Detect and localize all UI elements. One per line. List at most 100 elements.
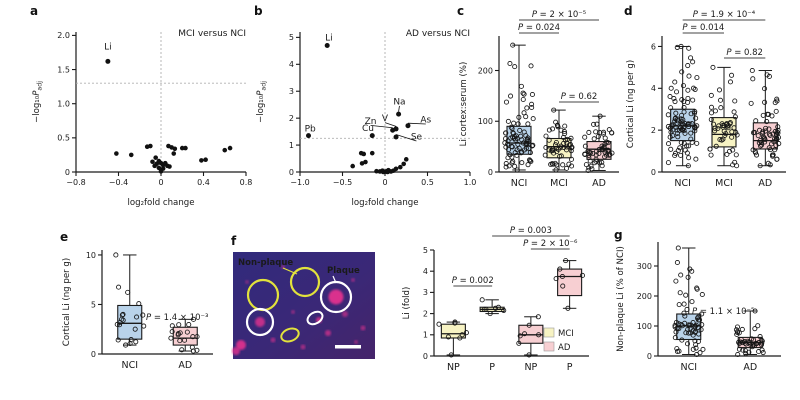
svg-text:1.0: 1.0 xyxy=(464,178,477,187)
scatter-points: Li xyxy=(104,42,233,174)
svg-text:0.4: 0.4 xyxy=(197,178,210,187)
legend-swatch-MCI xyxy=(543,327,555,338)
svg-text:1: 1 xyxy=(289,141,294,150)
tissue-background xyxy=(233,252,375,359)
svg-text:300: 300 xyxy=(637,262,652,271)
plot-title: AD versus NCI xyxy=(406,29,470,39)
svg-text:10: 10 xyxy=(86,251,96,260)
axes: 0 100 200 xyxy=(478,36,619,177)
svg-text:4: 4 xyxy=(651,84,656,93)
element-label-Se: Se xyxy=(411,132,423,142)
category-label: NCI xyxy=(121,360,138,371)
axes: 0 5 10 xyxy=(86,250,213,359)
svg-text:0: 0 xyxy=(289,168,294,177)
svg-text:4: 4 xyxy=(423,267,428,276)
nonplaque-leader-line xyxy=(282,267,298,275)
category-label: AD xyxy=(758,178,772,189)
box-group-P: P xyxy=(553,258,585,373)
svg-text:0: 0 xyxy=(651,168,656,177)
y-axis-label: −log₁₀Padj xyxy=(32,81,43,123)
boxplot-cortical-li-validation: 0 5 10 Cortical Li (ng per g) NCI AD P = 1.4 ×… xyxy=(62,250,213,371)
panel-label-e: e xyxy=(60,230,69,244)
svg-text:P = 0.014: P = 0.014 xyxy=(682,23,724,33)
svg-text:5: 5 xyxy=(423,246,428,255)
plaque-leader-line xyxy=(332,275,337,284)
svg-text:4: 4 xyxy=(289,60,294,69)
svg-text:0: 0 xyxy=(488,168,493,177)
element-label-Cu: Cu xyxy=(362,124,374,134)
element-label-Na: Na xyxy=(393,97,405,107)
category-label: P xyxy=(567,362,573,373)
y-axis-label: Li cortex:serum (%) xyxy=(459,62,469,147)
legend-label-AD: AD xyxy=(558,343,571,353)
category-label: MCI xyxy=(550,178,568,189)
microscopy-image: Non-plaque Plaque xyxy=(232,252,375,359)
svg-text:P = 0.002: P = 0.002 xyxy=(452,276,494,286)
plot-title: MCI versus NCI xyxy=(178,29,246,39)
box-group-NCI: NCI xyxy=(665,43,700,189)
svg-text:P = 1.4 × 10⁻³: P = 1.4 × 10⁻³ xyxy=(146,313,208,323)
boxplot-nonplaque-li: 0 100 200 300 Non-plaque Li (% of NCI) NCI AD P… xyxy=(616,242,781,373)
volcano-plot-mci-vs-nci: −0.8 −0.4 0 0.4 0.8 0 0.5 1.0 1.5 2.0 MCI versus N… xyxy=(32,29,252,208)
svg-text:P = 1.9 × 10⁻⁴: P = 1.9 × 10⁻⁴ xyxy=(693,10,756,20)
roi-circles xyxy=(245,266,353,343)
nonplaque-label: Non-plaque xyxy=(238,258,293,268)
svg-text:3: 3 xyxy=(423,288,428,297)
element-point-Li xyxy=(105,58,111,64)
svg-text:100: 100 xyxy=(637,322,652,331)
svg-text:P = 0.62: P = 0.62 xyxy=(561,92,598,102)
panel-label-d: d xyxy=(624,4,633,18)
box xyxy=(557,268,583,297)
panel-label-g: g xyxy=(614,228,623,242)
panel-label-c: c xyxy=(457,4,465,18)
svg-text:5: 5 xyxy=(289,33,294,42)
svg-text:1.5: 1.5 xyxy=(57,65,70,74)
category-label: AD xyxy=(592,178,606,189)
panel-label-b: b xyxy=(254,4,263,18)
element-label-V: V xyxy=(382,114,389,124)
plaque-label: Plaque xyxy=(327,266,360,276)
axes: −1.0 −0.5 0 0.5 1.0 0 1 2 3 4 5 xyxy=(289,32,476,187)
svg-text:0: 0 xyxy=(382,178,387,187)
x-axis-label: log₂fold change xyxy=(127,198,194,208)
box-group-NCI: NCI xyxy=(672,245,706,373)
scale-bar xyxy=(335,345,361,349)
volcano-plot-ad-vs-nci: −1.0 −0.5 0 0.5 1.0 0 1 2 3 4 5 AD versus NCI log₂fo… xyxy=(256,29,476,208)
svg-text:200: 200 xyxy=(637,292,652,301)
y-axis-label: −log₁₀Padj xyxy=(256,81,267,123)
box-group-AD: AD xyxy=(582,113,615,189)
element-point-V xyxy=(393,126,399,132)
svg-text:0: 0 xyxy=(158,178,163,187)
svg-text:5: 5 xyxy=(91,300,96,309)
category-label: NCI xyxy=(680,362,697,373)
element-label-Pb: Pb xyxy=(305,124,316,134)
element-label-Li: Li xyxy=(325,33,333,43)
category-label: AD xyxy=(178,360,192,371)
legend-label-MCI: MCI xyxy=(558,329,574,339)
box xyxy=(117,304,143,340)
svg-text:P = 2 × 10⁻⁶: P = 2 × 10⁻⁶ xyxy=(523,239,578,249)
axes: 0 1 2 3 4 5 xyxy=(423,246,589,361)
element-point-Se xyxy=(393,134,399,140)
category-label: NCI xyxy=(511,178,528,189)
svg-text:2: 2 xyxy=(651,126,656,135)
element-point-Na xyxy=(396,111,402,117)
element-point-As xyxy=(405,123,411,129)
svg-text:−0.8: −0.8 xyxy=(66,178,85,187)
box-group-NCI: NCI xyxy=(502,42,536,189)
y-axis-label: Cortical Li (ng per g) xyxy=(62,258,72,346)
box-group-P: P xyxy=(479,297,507,373)
svg-text:0: 0 xyxy=(423,352,428,361)
box-group-AD: AD xyxy=(168,316,200,371)
panel-label-a: a xyxy=(30,4,39,18)
svg-text:P = 0.82: P = 0.82 xyxy=(726,48,763,58)
element-label-Zn: Zn xyxy=(365,117,377,127)
legend-swatch-AD xyxy=(543,341,555,352)
category-label: AD xyxy=(743,362,757,373)
svg-text:1.0: 1.0 xyxy=(57,100,70,109)
category-label: NP xyxy=(524,362,537,373)
box-group-NP: NP xyxy=(516,314,544,373)
panel-label-f: f xyxy=(231,234,237,248)
axes: 0 2 4 6 xyxy=(651,36,786,177)
